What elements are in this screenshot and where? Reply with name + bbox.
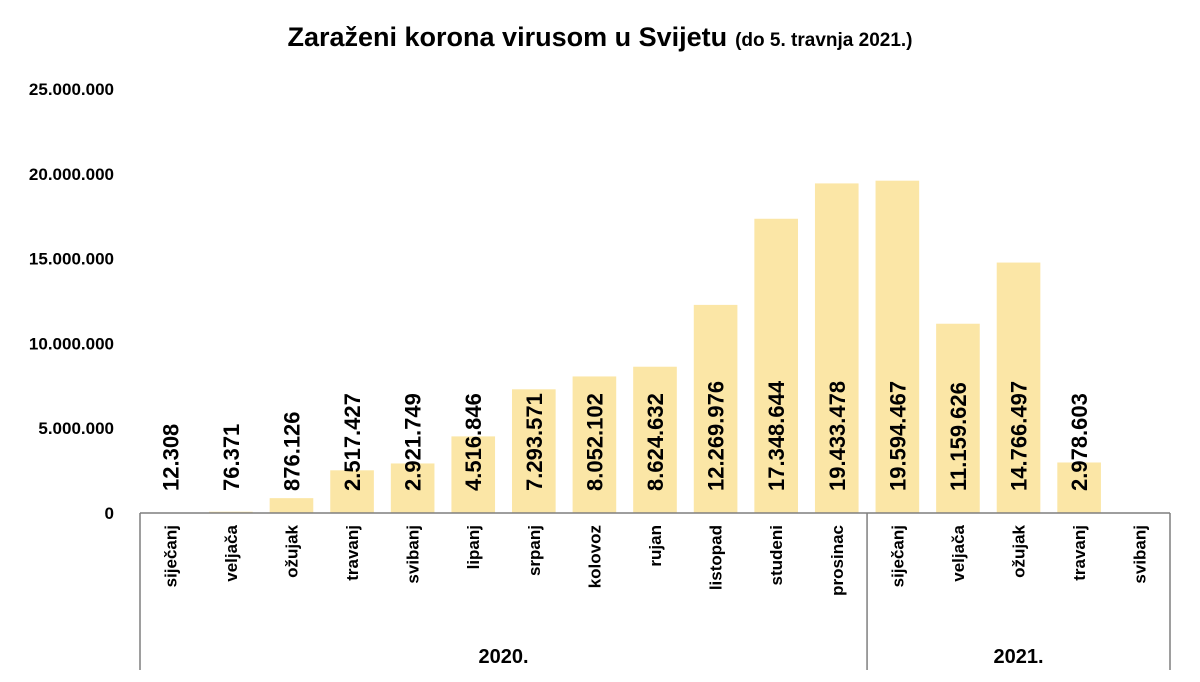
data-label: 7.293.571 [522,393,547,491]
data-label: 2.921.749 [401,393,426,491]
data-label: 8.052.102 [582,393,607,491]
bar [1057,462,1101,513]
group-label: 2020. [478,646,528,668]
bar [754,218,798,513]
bar [330,470,374,513]
x-tick-label: svibanj [1131,525,1150,584]
x-axis: 2020. 2021. [139,512,1171,670]
x-tick-label: kolovoz [585,525,604,588]
x-tick-label: listopad [707,525,726,590]
data-label: 12.269.976 [704,381,729,491]
data-label: 2.517.427 [340,393,365,491]
bar [936,323,980,513]
y-axis: 0 5.000.000 10.000.000 15.000.000 20.000.000… [29,80,114,523]
x-tick-label: veljača [222,524,241,581]
chart-title-main: Zaraženi korona virusom u Svijetu [287,22,727,52]
x-tick-label: prosinac [828,525,847,596]
bar [633,366,677,513]
x-tick-label: svibanj [404,525,423,584]
x-tick-label: siječanj [888,525,907,587]
x-tick-label: ožujak [282,524,301,577]
chart-title-sub: (do 5. travnja 2021.) [735,30,912,51]
chart-title: Zaraženi korona virusom u Svijetu (do 5. … [287,22,912,52]
bar [512,389,556,513]
bar [572,376,617,513]
x-tick-label: siječanj [161,525,180,587]
y-tick-label: 5.000.000 [38,419,114,438]
bars [148,180,1101,514]
y-tick-label: 10.000.000 [29,334,114,353]
data-label: 2.978.603 [1067,393,1092,491]
data-label: 76.371 [219,424,244,491]
x-tick-label: studeni [767,525,786,585]
y-tick-label: 25.000.000 [29,80,114,99]
data-label: 14.766.497 [1007,381,1032,491]
bar [814,183,859,514]
x-tick-label: rujan [646,525,665,567]
bar [693,304,738,513]
x-tick-label: travanj [343,525,362,581]
x-tick-label: srpanj [525,525,544,576]
bar [996,262,1041,513]
data-label: 12.308 [158,424,183,491]
data-label: 17.348.644 [764,380,789,491]
x-tick-label: ožujak [1010,524,1029,577]
y-tick-label: 15.000.000 [29,250,114,269]
data-label: 19.433.478 [825,381,850,491]
data-labels: 12.308 siječanj 76.371 veljača 876.126 ožujak… [158,380,1149,596]
bar [875,180,920,513]
data-label: 11.159.626 [946,382,971,491]
y-tick-label: 20.000.000 [29,165,114,184]
data-label: 4.516.846 [461,393,486,491]
data-label: 8.624.632 [643,393,668,491]
bar [451,436,496,513]
group-label: 2021. [993,646,1043,668]
y-tick-label: 0 [105,504,114,523]
data-label: 876.126 [279,411,304,491]
data-label: 19.594.467 [885,381,910,491]
bar [390,463,435,513]
x-tick-label: travanj [1070,525,1089,581]
x-tick-label: veljača [949,524,968,581]
x-tick-label: lipanj [464,525,483,569]
bar [269,498,314,513]
